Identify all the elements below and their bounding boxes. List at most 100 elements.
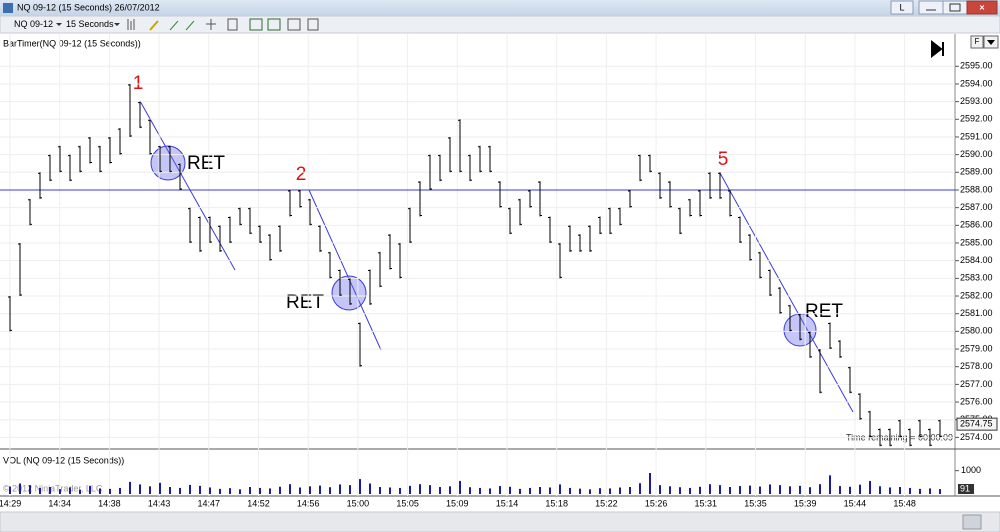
volume-bar bbox=[889, 487, 891, 494]
y-tick-label: 2578.00 bbox=[960, 361, 993, 371]
toolbar bbox=[0, 15, 1000, 34]
volume-bar bbox=[439, 487, 441, 494]
x-tick-label: 15:09 bbox=[446, 498, 469, 508]
volume-bar bbox=[539, 487, 541, 494]
x-tick-label: 15:48 bbox=[893, 498, 916, 508]
volume-bar bbox=[409, 485, 411, 494]
indicators-icon[interactable] bbox=[267, 18, 281, 31]
volume-bar bbox=[729, 487, 731, 494]
volume-last-label: 91 bbox=[960, 483, 970, 493]
y-tick-label: 2590.00 bbox=[960, 149, 993, 159]
volume-bar bbox=[369, 483, 371, 494]
volume-bar bbox=[879, 486, 881, 494]
dropdown-arrow bbox=[56, 23, 62, 26]
volume-bar bbox=[469, 487, 471, 494]
volume-bar bbox=[419, 484, 421, 494]
volume-bar bbox=[379, 487, 381, 494]
volume-bar bbox=[939, 489, 941, 494]
volume-bar bbox=[349, 485, 351, 494]
x-tick-label: 14:38 bbox=[98, 498, 121, 508]
volume-bar bbox=[339, 484, 341, 494]
volume-bar bbox=[769, 484, 771, 494]
properties-icon[interactable] bbox=[249, 18, 263, 31]
bar-type-icon[interactable] bbox=[127, 19, 135, 30]
volume-bar bbox=[479, 487, 481, 494]
volume-bar bbox=[549, 487, 551, 494]
marker-icon[interactable] bbox=[169, 20, 195, 31]
annotation: 5 bbox=[718, 149, 729, 170]
volume-bar bbox=[299, 487, 301, 494]
link-button[interactable] bbox=[890, 0, 914, 15]
scroll-thumb[interactable] bbox=[962, 514, 982, 530]
volume-bar bbox=[69, 487, 71, 494]
volume-bar bbox=[559, 484, 561, 494]
retracement-circle bbox=[331, 275, 367, 311]
volume-bar bbox=[289, 484, 291, 494]
zoom-icon[interactable] bbox=[227, 18, 238, 31]
volume-bar bbox=[149, 486, 151, 494]
y-tick-label: 2585.00 bbox=[960, 237, 993, 247]
volume-bar bbox=[759, 486, 761, 494]
menu-arrow bbox=[987, 40, 995, 45]
go-to-end-button[interactable] bbox=[931, 39, 944, 59]
volume-bar bbox=[819, 484, 821, 494]
instrument-selector[interactable]: NQ 09-12 bbox=[14, 19, 53, 29]
volume-bar bbox=[49, 487, 51, 494]
volume-bar bbox=[519, 488, 521, 494]
volume-bar bbox=[259, 487, 261, 494]
trend-line bbox=[139, 100, 236, 271]
volume-bar bbox=[599, 488, 601, 494]
volume-bar bbox=[499, 486, 501, 494]
indicator-label: BarTimer(NQ 09-12 (15 Seconds)) bbox=[3, 38, 141, 48]
volume-bar bbox=[849, 486, 851, 494]
y-tick-label: 2589.00 bbox=[960, 167, 993, 177]
x-tick-label: 15:26 bbox=[645, 498, 668, 508]
volume-bar bbox=[359, 479, 361, 494]
close-icon: × bbox=[979, 2, 984, 12]
x-tick-label: 15:22 bbox=[595, 498, 618, 508]
volume-bar bbox=[709, 484, 711, 494]
x-tick-label: 15:31 bbox=[695, 498, 718, 508]
volume-bar bbox=[399, 487, 401, 494]
volume-bar bbox=[329, 487, 331, 494]
y-tick-label: 2576.00 bbox=[960, 396, 993, 406]
volume-bar bbox=[489, 488, 491, 494]
y-tick-label: 2595.00 bbox=[960, 61, 993, 71]
maximize-icon bbox=[949, 3, 961, 12]
drawing-tool-icon[interactable] bbox=[149, 20, 159, 31]
x-tick-label: 15:35 bbox=[744, 498, 767, 508]
volume-bar bbox=[309, 486, 311, 494]
y-tick-label: 2594.00 bbox=[960, 78, 993, 88]
volume-bar bbox=[9, 486, 11, 494]
maximize-button[interactable] bbox=[942, 0, 968, 15]
f-button[interactable] bbox=[970, 35, 984, 49]
crosshair-icon[interactable] bbox=[206, 19, 216, 30]
interval-selector[interactable]: 15 Seconds bbox=[66, 19, 114, 29]
x-tick-label: 14:47 bbox=[198, 498, 221, 508]
y-tick-label: 2592.00 bbox=[960, 114, 993, 124]
volume-bar bbox=[789, 486, 791, 494]
close-button[interactable] bbox=[966, 0, 998, 15]
volume-bar bbox=[639, 483, 641, 494]
volume-bar bbox=[139, 484, 141, 494]
volume-bar bbox=[659, 485, 661, 494]
trend-line bbox=[719, 172, 854, 413]
volume-bar bbox=[59, 489, 61, 494]
volume-bar bbox=[179, 487, 181, 494]
scrollbar[interactable] bbox=[0, 511, 1000, 532]
snapshot-icon[interactable] bbox=[307, 18, 319, 31]
volume-bar bbox=[209, 487, 211, 494]
f-button-icon: F bbox=[975, 37, 980, 46]
minimize-button[interactable] bbox=[918, 0, 944, 15]
trend-line bbox=[308, 189, 382, 351]
y-tick-label: 2584.00 bbox=[960, 255, 993, 265]
x-tick-label: 14:56 bbox=[297, 498, 320, 508]
volume-bar bbox=[619, 487, 621, 494]
strategies-icon[interactable] bbox=[287, 18, 301, 31]
y-tick-label: 2588.00 bbox=[960, 184, 993, 194]
volume-bar bbox=[39, 487, 41, 494]
volume-bar bbox=[699, 486, 701, 494]
annotation: RET bbox=[187, 153, 225, 174]
volume-bar bbox=[779, 485, 781, 494]
toolbar-icons bbox=[127, 18, 319, 31]
